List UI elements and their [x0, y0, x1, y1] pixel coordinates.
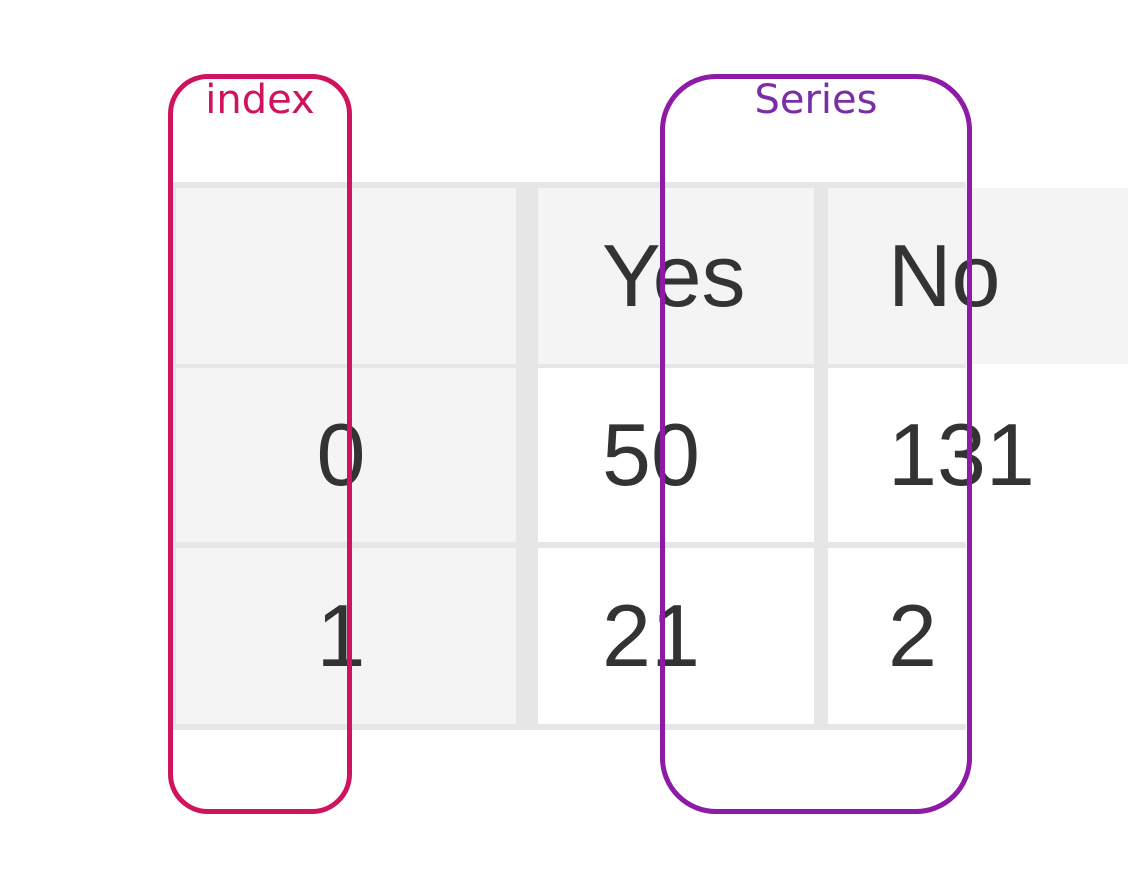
index-annotation-label: index — [205, 77, 315, 123]
index-value: 1 — [316, 586, 366, 685]
table-header-index-corner — [176, 188, 516, 364]
table-header-yes: Yes — [538, 188, 814, 364]
table-row-index: 1 — [176, 548, 516, 724]
index-highlight-outline — [168, 74, 352, 814]
series-annotation-label: Series — [754, 77, 878, 123]
table-cell: 21 — [538, 548, 814, 724]
series-highlight-outline — [660, 74, 972, 814]
dataframe-table: Yes No 0 50 131 1 21 2 — [170, 182, 1128, 730]
table-row-index: 0 — [176, 368, 516, 542]
table-cell: 50 — [538, 368, 814, 542]
table-cell: 131 — [828, 368, 1128, 542]
table-header-no: No — [828, 188, 1128, 364]
table-cell: 2 — [828, 548, 1128, 724]
index-value: 0 — [316, 405, 366, 504]
